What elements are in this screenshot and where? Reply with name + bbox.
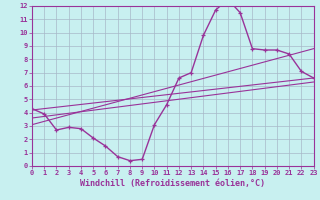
X-axis label: Windchill (Refroidissement éolien,°C): Windchill (Refroidissement éolien,°C) <box>80 179 265 188</box>
